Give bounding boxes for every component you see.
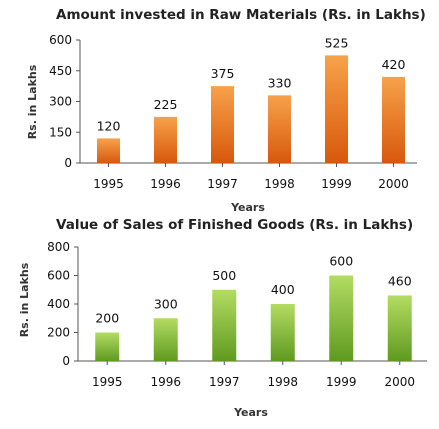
y-tick-label: 0: [64, 156, 72, 170]
bar-value-label: 525: [325, 35, 349, 50]
bar-value-label: 200: [95, 311, 119, 326]
bar-1996: [154, 116, 177, 163]
x-tick-label: 2000: [378, 177, 409, 191]
y-tick-label: 200: [47, 326, 70, 340]
x-tick-label: 1996: [150, 375, 181, 389]
bar-value-label: 400: [271, 282, 295, 297]
bar-1997: [212, 289, 237, 361]
bar-1995: [97, 138, 120, 163]
x-tick-label: 1995: [93, 177, 124, 191]
bar-1999: [325, 55, 348, 163]
x-axis-title: Years: [233, 406, 268, 419]
bar-1995: [95, 332, 120, 361]
bar-value-label: 330: [268, 75, 292, 90]
x-tick-label: 1999: [321, 177, 352, 191]
bar-1999: [329, 275, 354, 361]
plot-area: 0 150 300 450 600 120 1995 225 1996 375 1997 330 199…: [49, 33, 417, 191]
raw-materials-chart: Amount invested in Raw Materials (Rs. in…: [26, 7, 426, 214]
bar-value-label: 500: [212, 268, 236, 283]
x-tick-label: 1997: [207, 177, 238, 191]
x-tick-label: 1998: [264, 177, 295, 191]
y-tick-label: 450: [49, 64, 72, 78]
y-tick-label: 400: [47, 297, 70, 311]
bar-1998: [268, 95, 291, 163]
x-tick-label: 1995: [92, 375, 123, 389]
bar-value-label: 600: [329, 254, 353, 269]
bar-value-label: 420: [382, 57, 406, 72]
bar-2000: [382, 76, 405, 163]
y-tick-label: 600: [49, 33, 72, 47]
y-tick-label: 800: [47, 240, 70, 254]
x-tick-label: 1998: [267, 375, 298, 389]
y-tick-label: 150: [49, 125, 72, 139]
bar-value-label: 375: [211, 66, 235, 81]
bar-value-label: 300: [154, 296, 178, 311]
bar-1996: [153, 318, 178, 361]
bar-1998: [270, 304, 295, 361]
y-tick-label: 600: [47, 269, 70, 283]
bar-value-label: 225: [154, 97, 178, 112]
y-axis-title: Rs. in Lakhs: [18, 262, 31, 337]
x-tick-label: 1999: [326, 375, 357, 389]
bar-value-label: 460: [388, 273, 412, 288]
chart-title: Value of Sales of Finished Goods (Rs. in…: [56, 217, 413, 233]
bar-value-label: 120: [97, 118, 121, 133]
y-tick-label: 0: [62, 354, 70, 368]
plot-area: 0 200 400 600 800 200 1995 300 1996 500 1997 400 199…: [47, 240, 427, 389]
x-tick-label: 1996: [150, 177, 181, 191]
bar-2000: [387, 295, 412, 361]
y-axis-title: Rs. in Lakhs: [26, 64, 39, 139]
sales-chart: Value of Sales of Finished Goods (Rs. in…: [18, 217, 427, 419]
bar-1997: [211, 86, 234, 163]
y-tick-label: 300: [49, 95, 72, 109]
x-tick-label: 2000: [384, 375, 415, 389]
chart-title: Amount invested in Raw Materials (Rs. in…: [56, 7, 426, 23]
x-axis-title: Years: [230, 201, 265, 214]
x-tick-label: 1997: [209, 375, 240, 389]
